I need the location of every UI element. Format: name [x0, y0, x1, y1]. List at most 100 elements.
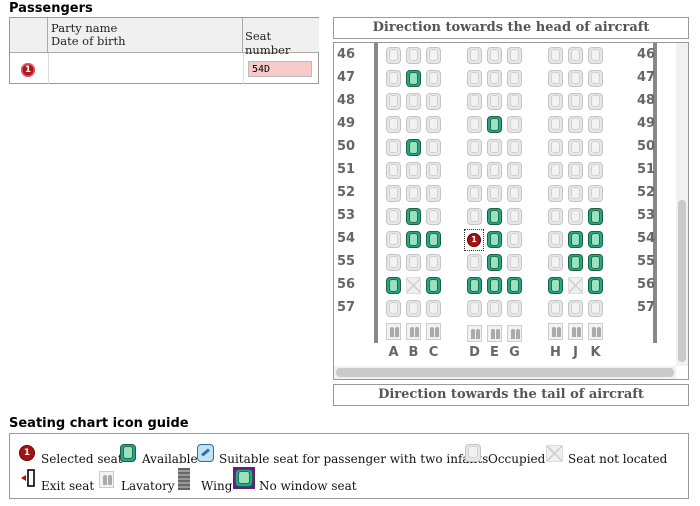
header-seat-number: Seat number — [243, 18, 319, 57]
seat-53A — [386, 208, 401, 225]
seat-52G — [507, 185, 522, 202]
guide-label-not-located: Seat not located — [568, 452, 668, 466]
seat-54H — [548, 231, 563, 248]
seat-54J[interactable] — [568, 231, 583, 248]
horizontal-scroll-thumb[interactable] — [336, 368, 674, 377]
seat-54E[interactable] — [487, 231, 502, 248]
seat-57E — [487, 300, 502, 317]
row-label-right: 55 — [636, 254, 656, 269]
icon-guide-title: Seating chart icon guide — [9, 416, 189, 431]
seat-48K — [588, 93, 603, 110]
seat-51G — [507, 162, 522, 179]
seat-53B[interactable] — [406, 208, 421, 225]
seat-57G — [507, 300, 522, 317]
vertical-scroll-thumb[interactable] — [678, 200, 686, 362]
seat-52B — [406, 185, 421, 202]
right-fuselage-line — [653, 43, 657, 343]
lavatory-icon — [588, 323, 603, 340]
seat-50A — [386, 139, 401, 156]
seat-57B — [406, 300, 421, 317]
seat-56A[interactable] — [386, 277, 401, 294]
row-label-left: 53 — [336, 208, 356, 223]
seat-48H — [548, 93, 563, 110]
seat-57D — [467, 300, 482, 317]
row-label-right: 52 — [636, 185, 656, 200]
seat-49E[interactable] — [487, 116, 502, 133]
seat-47G — [507, 70, 522, 87]
seat-52D — [467, 185, 482, 202]
seat-53K[interactable] — [588, 208, 603, 225]
seat-48D — [467, 93, 482, 110]
row-label-left: 56 — [336, 277, 356, 292]
seat-55G — [507, 254, 522, 271]
seat-57K — [588, 300, 603, 317]
seat-56H[interactable] — [548, 277, 563, 294]
row-label-left: 54 — [336, 231, 356, 246]
seat-46G — [507, 47, 522, 64]
seat-56K[interactable] — [588, 277, 603, 294]
seat-map: 46 46 47 47 48 48 49 49 50 50 51 51 52 52 53 53 54 54 1 55 5… — [333, 42, 689, 380]
seat-49C — [426, 116, 441, 133]
seat-56J — [568, 277, 583, 294]
seat-54C[interactable] — [426, 231, 441, 248]
seat-51K — [588, 162, 603, 179]
seat-50B[interactable] — [406, 139, 421, 156]
guide-label-selected: Selected seat — [41, 452, 123, 466]
passengers-table: Party name Date of birth Seat number 1 — [9, 17, 319, 84]
seat-51C — [426, 162, 441, 179]
row-label-right: 49 — [636, 116, 656, 131]
seat-54K[interactable] — [588, 231, 603, 248]
row-label-left: 57 — [336, 300, 356, 315]
seat-56E[interactable] — [487, 277, 502, 294]
icon-guide: 1 Selected seat Available Suitable seat … — [9, 433, 689, 499]
seat-51E — [487, 162, 502, 179]
cell-divider — [48, 53, 49, 84]
seat-53E[interactable] — [487, 208, 502, 225]
seat-50K — [588, 139, 603, 156]
row-label-left: 50 — [336, 139, 356, 154]
row-label-right: 47 — [636, 70, 656, 85]
seat-51J — [568, 162, 583, 179]
seat-48B — [406, 93, 421, 110]
seat-54B[interactable] — [406, 231, 421, 248]
selected-seat-badge: 1 — [467, 233, 481, 247]
seat-46C — [426, 47, 441, 64]
seat-53G — [507, 208, 522, 225]
seat-47B[interactable] — [406, 70, 421, 87]
seat-55D — [467, 254, 482, 271]
seat-53H — [548, 208, 563, 225]
seat-51H — [548, 162, 563, 179]
wing-icon — [178, 468, 190, 490]
lavatory-icon — [487, 325, 502, 342]
seat-50J — [568, 139, 583, 156]
seat-54D-selected[interactable]: 1 — [464, 229, 484, 251]
seat-56D[interactable] — [467, 277, 482, 294]
seat-50D — [467, 139, 482, 156]
left-fuselage-line — [374, 43, 378, 343]
row-label-right: 46 — [636, 47, 656, 62]
guide-label-exit: Exit seat — [41, 479, 95, 493]
seat-48J — [568, 93, 583, 110]
seat-55J[interactable] — [568, 254, 583, 271]
lavatory-icon — [548, 323, 563, 340]
column-label-C: C — [428, 345, 439, 360]
seat-55K[interactable] — [588, 254, 603, 271]
seat-49H — [548, 116, 563, 133]
seat-48A — [386, 93, 401, 110]
cell-divider — [243, 53, 244, 84]
seat-47J — [568, 70, 583, 87]
seat-number-input[interactable] — [248, 61, 312, 77]
not-located-seat-icon — [546, 445, 563, 462]
seat-46A — [386, 47, 401, 64]
column-label-H: H — [550, 345, 561, 360]
occupied-seat-icon — [465, 444, 481, 462]
seat-56G[interactable] — [507, 277, 522, 294]
seat-56C[interactable] — [426, 277, 441, 294]
seat-49G — [507, 116, 522, 133]
lavatory-icon — [467, 325, 482, 342]
seat-52J — [568, 185, 583, 202]
column-label-K: K — [590, 345, 601, 360]
row-label-right: 50 — [636, 139, 656, 154]
seat-55E[interactable] — [487, 254, 502, 271]
seat-52A — [386, 185, 401, 202]
